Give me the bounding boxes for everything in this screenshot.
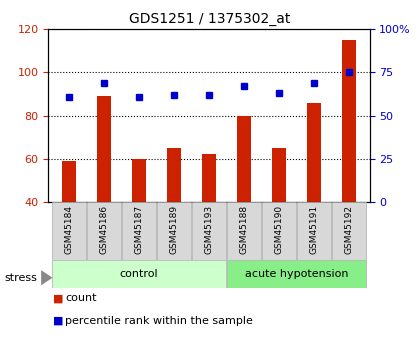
FancyBboxPatch shape <box>297 202 331 260</box>
FancyBboxPatch shape <box>157 202 191 260</box>
Text: ■: ■ <box>52 316 63 326</box>
FancyBboxPatch shape <box>192 202 226 260</box>
FancyBboxPatch shape <box>262 202 296 260</box>
Bar <box>307 103 321 202</box>
FancyBboxPatch shape <box>52 260 226 288</box>
Bar <box>132 159 146 202</box>
Text: GSM45191: GSM45191 <box>309 205 318 254</box>
Text: control: control <box>120 269 158 279</box>
FancyBboxPatch shape <box>331 202 366 260</box>
Bar <box>202 155 216 202</box>
FancyBboxPatch shape <box>52 202 87 260</box>
Bar <box>97 96 111 202</box>
Bar <box>237 116 251 202</box>
FancyBboxPatch shape <box>122 202 156 260</box>
Text: GSM45184: GSM45184 <box>65 205 74 254</box>
Bar <box>62 161 76 202</box>
Text: GSM45190: GSM45190 <box>274 205 284 254</box>
Bar <box>167 148 181 202</box>
FancyBboxPatch shape <box>227 260 366 288</box>
Text: GSM45187: GSM45187 <box>134 205 144 254</box>
Text: percentile rank within the sample: percentile rank within the sample <box>65 316 253 326</box>
Bar <box>272 148 286 202</box>
Text: GSM45193: GSM45193 <box>205 205 213 254</box>
Text: GDS1251 / 1375302_at: GDS1251 / 1375302_at <box>129 12 291 26</box>
Text: GSM45186: GSM45186 <box>100 205 109 254</box>
FancyBboxPatch shape <box>87 202 121 260</box>
Text: GSM45189: GSM45189 <box>170 205 178 254</box>
Bar <box>341 40 356 202</box>
Text: acute hypotension: acute hypotension <box>244 269 348 279</box>
FancyBboxPatch shape <box>227 202 261 260</box>
Text: GSM45192: GSM45192 <box>344 205 353 254</box>
Text: count: count <box>65 294 97 303</box>
Text: stress: stress <box>4 273 37 283</box>
Text: GSM45188: GSM45188 <box>239 205 248 254</box>
Text: ■: ■ <box>52 294 63 303</box>
